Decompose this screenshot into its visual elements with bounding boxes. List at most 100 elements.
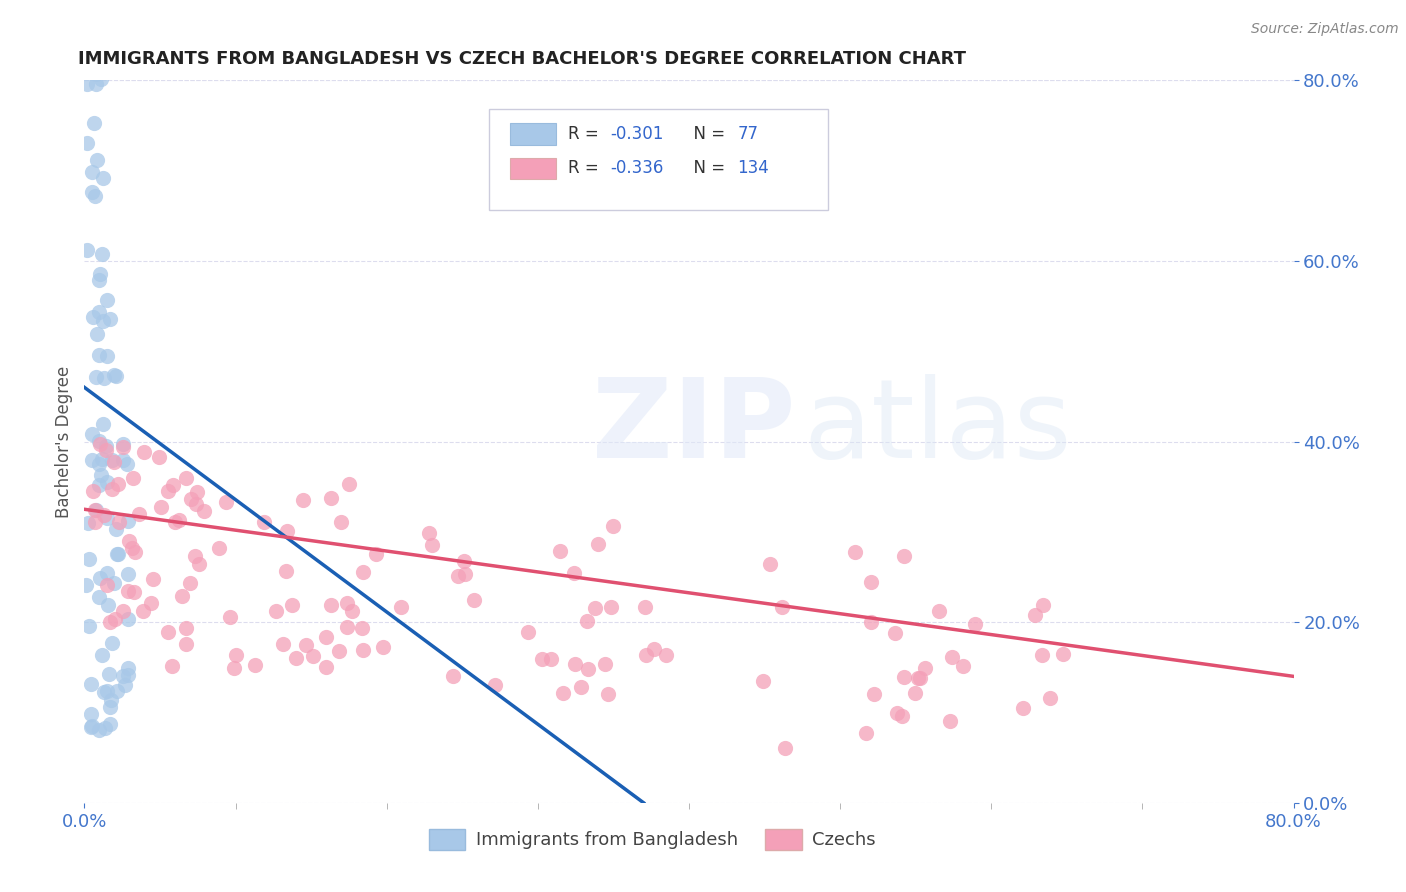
Point bbox=[107, 477, 129, 491]
Point bbox=[315, 660, 337, 674]
Point bbox=[352, 621, 374, 635]
Point bbox=[752, 673, 775, 688]
Point bbox=[1024, 608, 1046, 623]
Point bbox=[453, 554, 475, 568]
Point bbox=[96, 439, 118, 453]
Point bbox=[517, 625, 540, 640]
Point bbox=[893, 670, 915, 684]
Point bbox=[93, 508, 115, 523]
Point bbox=[280, 598, 302, 612]
Text: -0.336: -0.336 bbox=[610, 160, 664, 178]
Point bbox=[86, 153, 108, 167]
Point bbox=[454, 567, 477, 582]
Point bbox=[364, 547, 387, 561]
Point bbox=[117, 668, 139, 682]
Point bbox=[655, 648, 678, 662]
Point bbox=[91, 452, 114, 467]
Point bbox=[80, 453, 103, 467]
Point bbox=[883, 625, 905, 640]
Point bbox=[103, 455, 125, 469]
Y-axis label: Bachelor's Degree: Bachelor's Degree bbox=[55, 366, 73, 517]
Point bbox=[775, 740, 797, 755]
Point bbox=[77, 619, 100, 633]
Point bbox=[319, 598, 342, 612]
Point bbox=[266, 604, 288, 618]
Bar bbox=[510, 158, 555, 179]
Point bbox=[253, 515, 276, 529]
Point bbox=[540, 652, 562, 666]
Point bbox=[98, 615, 121, 629]
Point bbox=[76, 77, 98, 91]
Point bbox=[886, 706, 908, 720]
Point bbox=[98, 666, 121, 681]
Legend: Immigrants from Bangladesh, Czechs: Immigrants from Bangladesh, Czechs bbox=[420, 820, 884, 859]
Point bbox=[179, 576, 201, 591]
Point bbox=[89, 590, 111, 604]
Point bbox=[643, 642, 665, 657]
Point bbox=[84, 189, 107, 203]
Point bbox=[105, 684, 128, 698]
Point bbox=[569, 681, 592, 695]
Point bbox=[276, 564, 298, 578]
Point bbox=[862, 687, 884, 701]
Point bbox=[75, 578, 97, 592]
Point bbox=[122, 585, 145, 599]
Point bbox=[89, 305, 111, 319]
Point bbox=[96, 511, 118, 525]
Point bbox=[112, 669, 135, 683]
Point bbox=[94, 721, 117, 735]
Point bbox=[157, 625, 180, 640]
Point bbox=[111, 604, 134, 618]
Point bbox=[77, 516, 100, 531]
Point bbox=[111, 452, 134, 467]
Point bbox=[225, 648, 247, 663]
Point bbox=[87, 478, 110, 492]
Point bbox=[112, 440, 135, 454]
Point bbox=[420, 538, 443, 552]
Point bbox=[128, 507, 150, 521]
Point bbox=[86, 78, 108, 92]
Point bbox=[1052, 647, 1074, 661]
Point bbox=[952, 659, 974, 673]
Point bbox=[214, 495, 236, 509]
Point bbox=[276, 524, 298, 538]
Point bbox=[76, 243, 98, 257]
Point bbox=[941, 650, 963, 665]
Point bbox=[548, 544, 571, 558]
Point bbox=[583, 601, 606, 615]
Point bbox=[174, 621, 197, 635]
Point bbox=[284, 651, 307, 665]
Point bbox=[96, 578, 118, 592]
Point bbox=[271, 637, 294, 651]
FancyBboxPatch shape bbox=[489, 109, 828, 211]
Point bbox=[118, 533, 141, 548]
Point bbox=[132, 604, 155, 618]
Point bbox=[107, 547, 129, 561]
Point bbox=[389, 599, 412, 614]
Point bbox=[193, 504, 215, 518]
Point bbox=[96, 475, 118, 490]
Point bbox=[156, 484, 179, 499]
Point bbox=[108, 515, 131, 529]
Point bbox=[80, 165, 103, 179]
Point bbox=[447, 568, 470, 582]
Point bbox=[586, 537, 609, 551]
Point bbox=[139, 596, 162, 610]
Point bbox=[914, 661, 936, 675]
Point bbox=[180, 491, 202, 506]
Point bbox=[104, 612, 127, 626]
Point bbox=[80, 185, 103, 199]
Bar bbox=[510, 123, 555, 145]
Text: 77: 77 bbox=[737, 125, 758, 143]
Point bbox=[759, 557, 782, 571]
Point bbox=[91, 417, 114, 431]
Point bbox=[184, 549, 207, 563]
Text: Source: ZipAtlas.com: Source: ZipAtlas.com bbox=[1251, 22, 1399, 37]
Point bbox=[89, 267, 111, 281]
Point bbox=[105, 368, 128, 383]
Point bbox=[132, 445, 155, 459]
Point bbox=[219, 610, 242, 624]
Point bbox=[96, 293, 118, 307]
Point bbox=[352, 642, 374, 657]
Point bbox=[463, 592, 485, 607]
